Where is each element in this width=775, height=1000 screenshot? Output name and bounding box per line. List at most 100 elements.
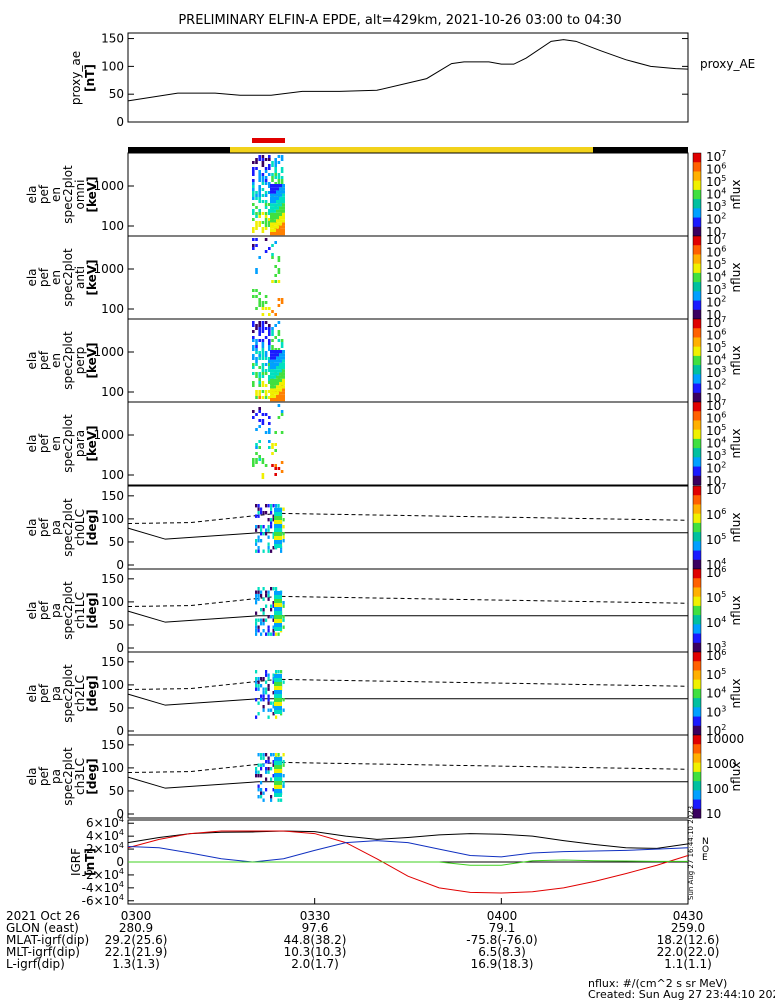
spectrogram-ylabel-line: spec2plot bbox=[61, 414, 75, 473]
spectrogram-pixel bbox=[271, 348, 274, 351]
spectrogram-pixel bbox=[282, 225, 285, 229]
pitch-angle-pixel bbox=[274, 516, 282, 520]
spectrogram-pixel bbox=[261, 301, 265, 304]
status-bar-black-left bbox=[128, 147, 230, 153]
spectrogram-pixel bbox=[258, 321, 261, 324]
anti-loss-cone-line bbox=[127, 678, 689, 690]
spectrogram-pixel bbox=[258, 384, 261, 387]
spectrogram-pixel bbox=[264, 221, 268, 224]
spectrogram-pixel bbox=[264, 250, 268, 253]
spectrogram-data bbox=[252, 321, 285, 402]
pitch-angle-pixel bbox=[272, 763, 275, 767]
spectrogram-pixel bbox=[270, 212, 273, 216]
spectrogram-pixel bbox=[258, 191, 261, 194]
spectrogram-pixel bbox=[270, 190, 273, 194]
spectrogram-pixel bbox=[258, 301, 261, 304]
igrf-lines bbox=[127, 830, 689, 894]
spectrogram-pixel bbox=[255, 396, 258, 399]
spectrogram-pixel bbox=[261, 179, 265, 182]
spectrogram-pixel bbox=[270, 382, 273, 386]
pitch-angle-pixel bbox=[270, 511, 273, 515]
spectrogram-pixel bbox=[261, 369, 265, 372]
spectrogram-pixel bbox=[255, 324, 258, 327]
spectrogram-pixel bbox=[274, 280, 277, 283]
pitch-angle-pixel bbox=[267, 518, 270, 522]
spectrogram-pixel bbox=[270, 228, 273, 232]
pitch-angle-pixel bbox=[260, 590, 263, 594]
pitch-angle-pixel bbox=[255, 504, 258, 508]
spectrogram-pixel bbox=[276, 366, 279, 370]
pitch-angle-pixel bbox=[255, 684, 258, 688]
pitch-angle-pixel bbox=[275, 715, 278, 719]
spectrogram-pixel bbox=[273, 184, 276, 188]
pitch-angle-pixel bbox=[265, 604, 268, 608]
spectrogram-pixel bbox=[277, 321, 281, 324]
spectrogram-pixel bbox=[261, 458, 265, 461]
spectrogram-pixel bbox=[255, 224, 258, 227]
pitch-angle-ytick-label: 0 bbox=[116, 724, 124, 738]
pitch-angle-pixel bbox=[257, 774, 260, 778]
pitch-angle-pixel bbox=[260, 528, 263, 532]
spectrogram-pixel bbox=[264, 327, 268, 330]
colorbar-frame bbox=[692, 734, 702, 819]
pitch-angle-pixel bbox=[255, 618, 258, 622]
spectrogram-pixel bbox=[258, 155, 261, 158]
spectrogram-pixel bbox=[270, 209, 273, 213]
pitch-angle-pixel bbox=[265, 670, 268, 674]
spectrogram-pixel bbox=[264, 227, 268, 230]
spectrogram-pixel bbox=[271, 327, 274, 330]
spectrogram-pixel bbox=[276, 225, 279, 229]
pitch-angle-pixel bbox=[267, 525, 270, 529]
spectrogram-pixel bbox=[274, 161, 277, 164]
pitch-angle-pixel bbox=[277, 798, 280, 802]
spectrogram-pixel bbox=[274, 324, 277, 327]
spectrogram-pixel bbox=[252, 173, 255, 176]
spectrogram-pixel bbox=[258, 351, 261, 354]
pitch-angle-frame bbox=[127, 485, 689, 570]
colorbar-label: nflux bbox=[729, 596, 743, 626]
pitch-angle-pixel bbox=[272, 629, 275, 633]
pitch-angle-pixel bbox=[265, 618, 268, 622]
pitch-angle-pixel bbox=[274, 706, 282, 710]
colorbar-tick-label: 105 bbox=[706, 532, 726, 547]
pitch-angle-pixel bbox=[260, 622, 263, 626]
pitch-angle-pixel bbox=[257, 770, 260, 774]
colorbar-segment bbox=[693, 624, 701, 635]
colorbar-label: nflux bbox=[729, 513, 743, 543]
spectrogram-pixel bbox=[264, 295, 268, 298]
pitch-angle-pixel bbox=[257, 712, 260, 716]
pitch-angle-ylabel-line: spec2plot bbox=[61, 498, 75, 557]
pitch-angle-pixel bbox=[267, 597, 270, 601]
spectrogram-pixel bbox=[280, 342, 284, 345]
spectrogram-pixel bbox=[271, 253, 274, 256]
spectrogram-pixel bbox=[258, 221, 261, 224]
colorbar-tick-label: 106 bbox=[706, 507, 726, 522]
pitch-angle-pixel bbox=[272, 632, 275, 636]
spectrogram-pixel bbox=[255, 307, 258, 310]
spectrogram-pixel bbox=[255, 167, 258, 170]
spectrogram-pixel bbox=[270, 378, 273, 382]
spectrogram-pixel bbox=[268, 381, 271, 384]
footer-units: nflux: #/(cm^2 s sr MeV) bbox=[588, 977, 727, 990]
pitch-angle-pixel bbox=[274, 524, 282, 528]
spectrogram-pixel bbox=[273, 190, 276, 194]
colorbar-tick-label: 106 bbox=[706, 565, 726, 580]
pitch-angle-ylabel-line: spec2plot bbox=[61, 581, 75, 640]
spectrogram-pixel bbox=[255, 393, 258, 396]
pitch-angle-pixel bbox=[270, 521, 273, 525]
pitch-angle-pixel bbox=[262, 698, 265, 702]
pitch-angle-pixel bbox=[262, 532, 265, 536]
spectrogram-pixel bbox=[261, 304, 265, 307]
spectrogram-pixel bbox=[261, 155, 265, 158]
pitch-angle-pixel bbox=[274, 702, 282, 706]
spectrogram-pixel bbox=[271, 443, 274, 446]
pitch-angle-ylabel-line: [deg] bbox=[85, 509, 99, 545]
spectrogram-pixel bbox=[270, 206, 273, 210]
x-axis-row-value: 0400 bbox=[487, 909, 518, 923]
spectrogram-pixel bbox=[276, 372, 279, 376]
pitch-angle-pixel bbox=[260, 608, 263, 612]
pitch-angle-ytick-label: 0 bbox=[116, 807, 124, 821]
spectrogram-pixel bbox=[264, 390, 268, 393]
pitch-angle-pixel bbox=[280, 798, 283, 802]
spectrogram-pixel bbox=[252, 230, 255, 233]
